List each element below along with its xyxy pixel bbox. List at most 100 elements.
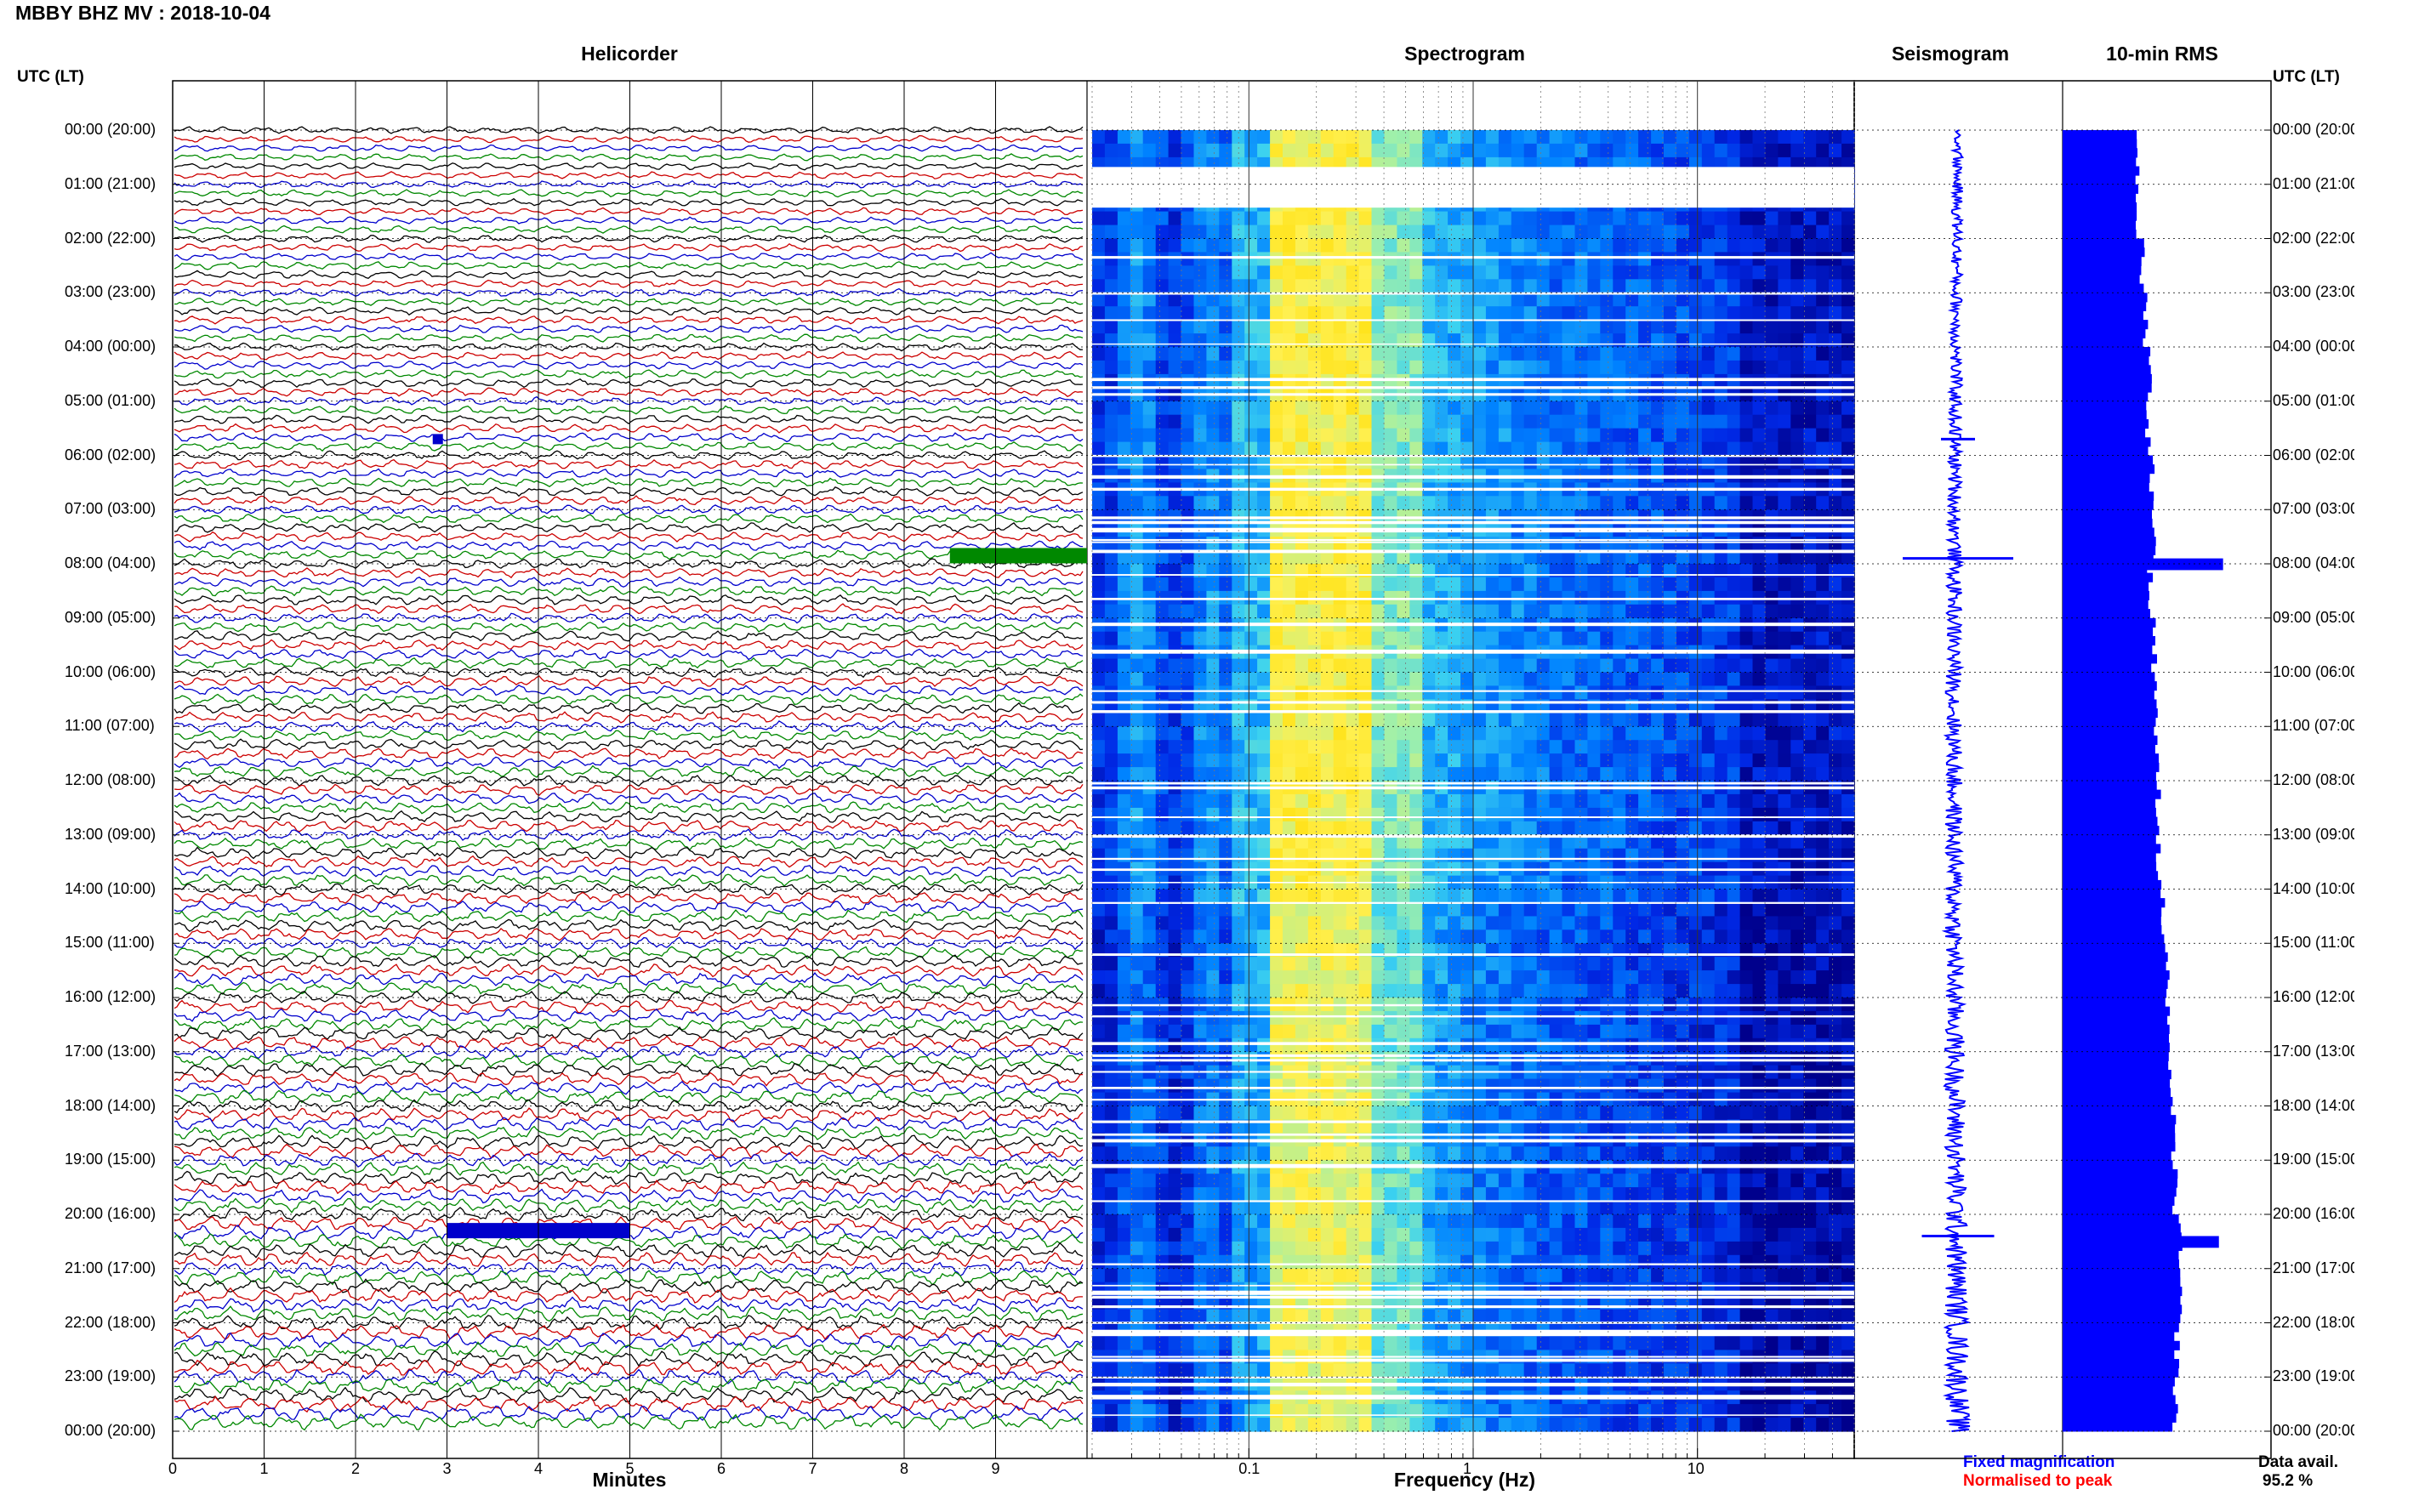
spectrogram-cell <box>1676 685 1690 700</box>
spectrogram-cell <box>1651 1010 1665 1026</box>
spectrogram-cell <box>1549 821 1563 836</box>
spectrogram-cell <box>1320 1106 1335 1120</box>
spectrogram-cell <box>1346 211 1360 226</box>
spectrogram-cell <box>1193 496 1207 510</box>
spectrogram-cell <box>1206 1201 1220 1215</box>
spectrogram-cell <box>1714 889 1728 903</box>
spectrogram-cell <box>1523 1336 1538 1350</box>
spectrogram-cell <box>1574 970 1588 985</box>
spectrogram-cell <box>1460 848 1474 863</box>
spectrogram-cell <box>1485 1146 1500 1161</box>
spectrogram-cell <box>1193 1363 1207 1378</box>
spectrogram-cell <box>1206 401 1220 416</box>
spectrogram-cell <box>1283 793 1296 809</box>
spectrogram-cell <box>1142 130 1157 145</box>
spectrogram-cell <box>1625 143 1639 158</box>
spectrogram-cell <box>1727 726 1741 741</box>
spectrogram-cell <box>1409 550 1423 565</box>
spectrogram-cell <box>1701 238 1716 253</box>
spectrogram-cell <box>1448 428 1461 443</box>
spectrogram-cell <box>1688 320 1703 334</box>
spectrogram-cell <box>1181 1037 1194 1053</box>
spectrogram-cell <box>1397 1214 1410 1229</box>
spectrogram-cell <box>1193 1051 1207 1066</box>
spectrogram-cell <box>1307 889 1322 903</box>
spectrogram-cell <box>1155 753 1170 768</box>
spectrogram-cell <box>1511 1363 1525 1378</box>
spectrogram-cell <box>1181 1201 1194 1215</box>
spectrogram-cell <box>1422 1214 1436 1229</box>
spectrogram-cell <box>1092 834 1106 850</box>
spectrogram-cell <box>1320 130 1335 145</box>
spectrogram-cell <box>1307 1336 1322 1350</box>
spectrogram-cell <box>1307 143 1322 158</box>
spectrogram-cell <box>1155 658 1170 674</box>
spectrogram-cell <box>1117 1010 1131 1026</box>
spectrogram-cell <box>1092 401 1106 416</box>
spectrogram-cell <box>1409 347 1423 361</box>
spectrogram-cell <box>1448 1024 1461 1039</box>
spectrogram-cell <box>1701 550 1716 565</box>
spectrogram-cell <box>1307 441 1322 457</box>
spectrogram-cell <box>1397 1418 1410 1432</box>
spectrogram-cell <box>1485 1254 1500 1270</box>
spectrogram-cell <box>1397 740 1410 754</box>
spectrogram-cell <box>1346 631 1360 646</box>
spectrogram-cell <box>1562 577 1575 592</box>
spectrogram-cell <box>1257 1187 1271 1202</box>
spectrogram-cell <box>1397 767 1410 782</box>
spectrogram-cell <box>1498 1254 1512 1270</box>
spectrogram-cell <box>1104 455 1118 469</box>
spectrogram-cell <box>1104 1241 1118 1256</box>
spectrogram-cell <box>1371 143 1385 158</box>
spectrogram-cell <box>1295 130 1309 145</box>
spectrogram-cell <box>1181 1146 1194 1161</box>
spectrogram-cell <box>1384 252 1397 266</box>
spectrogram-cell <box>1651 279 1665 293</box>
spectrogram-cell <box>1130 252 1144 266</box>
spectrogram-cell <box>1688 414 1703 429</box>
spectrogram-cell <box>1358 441 1373 457</box>
spectrogram-cell <box>1130 604 1144 619</box>
spectrogram-cell <box>1727 1010 1741 1026</box>
spectrogram-cell <box>1168 1214 1182 1229</box>
spectrogram-cell <box>1473 306 1487 321</box>
spectrogram-cell <box>1181 1241 1194 1256</box>
spectrogram-cell <box>1714 604 1728 619</box>
spectrogram-cell <box>1320 401 1335 416</box>
spectrogram-cell <box>1523 834 1538 850</box>
spectrogram-cell <box>1270 970 1283 985</box>
spectrogram-cell <box>1142 1309 1157 1324</box>
spectrogram-cell <box>1181 252 1194 266</box>
spectrogram-cell <box>1333 1227 1347 1242</box>
spectrogram-cell <box>1307 1187 1322 1202</box>
spectrogram-cell <box>1613 1254 1626 1270</box>
spectrogram-cell <box>1270 740 1283 754</box>
spectrogram-cell <box>1587 401 1601 416</box>
spectrogram-cell <box>1613 713 1626 727</box>
spectrogram-cell <box>1473 1146 1487 1161</box>
spectrogram-cell <box>1244 306 1258 321</box>
spectrogram-cell <box>1625 1418 1639 1432</box>
spectrogram-cell <box>1219 685 1232 700</box>
spectrogram-cell <box>1536 279 1551 293</box>
spectrogram-cell <box>1651 373 1665 389</box>
spectrogram-cell <box>1549 1174 1563 1188</box>
spectrogram-cell <box>1206 1214 1220 1229</box>
spectrogram-cell <box>1168 347 1182 361</box>
spectrogram-cell <box>1460 441 1474 457</box>
spectrogram-cell <box>1613 767 1626 782</box>
spectrogram-cell <box>1587 1078 1601 1094</box>
spectrogram-cell <box>1219 1106 1232 1120</box>
spectrogram-cell <box>1688 604 1703 619</box>
spectrogram-cell <box>1435 753 1449 768</box>
spectrogram-cell <box>1739 1037 1754 1053</box>
spectrogram-cell <box>1168 834 1182 850</box>
spectrogram-cell <box>1283 225 1296 240</box>
spectrogram-cell <box>1562 1051 1575 1066</box>
spectrogram-cell <box>1219 550 1232 565</box>
spectrogram-cell <box>1320 293 1335 307</box>
spectrogram-cell <box>1130 373 1144 389</box>
spectrogram-cell <box>1333 740 1347 754</box>
spectrogram-cell <box>1688 834 1703 850</box>
